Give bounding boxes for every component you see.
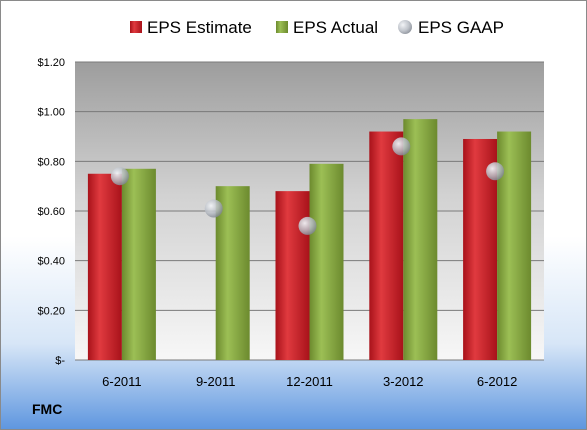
actual-bar <box>403 119 438 360</box>
y-axis-ticks: $- $0.20 $0.40 $0.60 $0.80 $1.00 $1.20 <box>37 57 65 367</box>
legend-swatch-gaap <box>398 20 412 34</box>
actual-bar <box>215 186 250 360</box>
estimate-bar <box>275 191 310 360</box>
legend-label-gaap: EPS GAAP <box>418 18 504 37</box>
gaap-marker <box>110 167 129 186</box>
gaap-marker <box>298 216 317 235</box>
legend-swatch-estimate <box>130 21 142 33</box>
legend-swatch-actual <box>276 21 288 33</box>
gaap-marker <box>204 199 223 218</box>
y-tick-label: $1.20 <box>37 57 65 69</box>
ticker-label: FMC <box>32 401 62 417</box>
y-tick-label: $0.40 <box>37 256 65 268</box>
actual-bar <box>121 168 156 360</box>
estimate-bar <box>369 131 404 360</box>
x-axis-categories: 6-2011 9-2011 12-2011 3-2012 6-2012 <box>102 374 517 389</box>
gaap-marker <box>486 162 505 181</box>
actual-bar <box>309 163 344 360</box>
y-tick-label: $0.20 <box>37 305 65 317</box>
y-tick-label: $0.60 <box>37 206 65 218</box>
legend-label-actual: EPS Actual <box>293 18 378 37</box>
y-tick-label: $0.80 <box>37 156 65 168</box>
x-tick-label: 12-2011 <box>286 374 333 389</box>
x-tick-label: 9-2011 <box>196 374 236 389</box>
bars <box>87 119 532 360</box>
y-tick-label: $- <box>55 355 65 367</box>
gaap-marker <box>392 137 411 156</box>
y-tick-label: $1.00 <box>37 107 65 119</box>
estimate-bar <box>87 173 122 360</box>
x-tick-label: 6-2012 <box>477 374 517 389</box>
legend: EPS Estimate EPS Actual EPS GAAP <box>130 18 504 37</box>
x-tick-label: 3-2012 <box>383 374 423 389</box>
x-tick-label: 6-2011 <box>102 374 142 389</box>
gaap-markers <box>110 137 505 235</box>
legend-label-estimate: EPS Estimate <box>147 18 252 37</box>
